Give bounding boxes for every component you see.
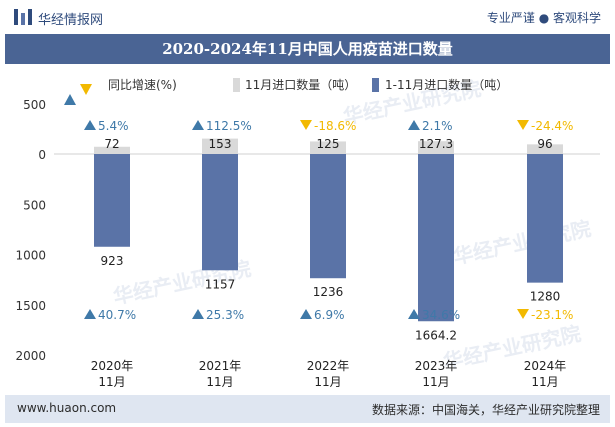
ytd-value-label: 1157 [205, 277, 236, 291]
bar-ytd-0 [94, 154, 130, 247]
chart-title: 2020-2024年11月中国人用疫苗进口数量 [162, 40, 453, 58]
legend-growth-up-icon [64, 94, 76, 105]
legend-growth-label: 同比增速(%) [108, 78, 177, 92]
bar-nov-1 [202, 138, 238, 154]
ytd-growth-label: 25.3% [206, 308, 244, 322]
nov-value-label: 127.3 [419, 137, 453, 151]
category-label-line1: 2021年 [199, 359, 242, 373]
top-bar: 华经情报网 专业严谨 ● 客观科学 [0, 0, 615, 34]
category-label-line1: 2020年 [91, 359, 134, 373]
bar-nov-3 [418, 141, 454, 154]
nov-value-label: 72 [104, 137, 119, 151]
legend-nov-swatch [233, 78, 240, 92]
watermark-text: 华经产业研究院 [451, 216, 593, 269]
nov-value-label: 96 [537, 137, 552, 151]
nov-growth-label: 112.5% [206, 119, 252, 133]
slogan: 专业严谨 ● 客观科学 [486, 11, 601, 25]
ytd-value-label: 1236 [313, 285, 344, 299]
footer-source: 数据来源：中国海关，华经产业研究院整理 [371, 403, 600, 417]
nov-growth-label: -18.6% [314, 119, 356, 133]
ytd-value-label: 1664.2 [415, 328, 457, 342]
category-label-line2: 11月 [422, 375, 449, 389]
ytd-value-label: 923 [101, 254, 124, 268]
x-axis-labels: 2020年 11月 2021年 11月 2022年 11月 2023年 11月 2024年 11月 [91, 359, 567, 389]
bar-ytd-1 [202, 154, 238, 271]
ytd-growth-label: 6.9% [314, 308, 345, 322]
bar-ytd-2 [310, 154, 346, 279]
data-labels: 72 923 5.4% 40.7% 153 1157 112.5% 25.3% 125 1236 -… [84, 119, 573, 342]
ytd-growth-marker-icon [408, 309, 420, 319]
ytd-growth-marker-icon [192, 309, 204, 319]
ytd-growth-label: 34.6% [422, 308, 460, 322]
category-label-line1: 2024年 [524, 359, 567, 373]
ytd-growth-label: 40.7% [98, 308, 136, 322]
ytd-growth-marker-icon [300, 309, 312, 319]
legend: 同比增速(%) 11月进口数量（吨） 1-11月进口数量（吨） [64, 77, 508, 105]
y-tick-label: 500 [23, 98, 46, 112]
footer: www.huaon.com 数据来源：中国海关，华经产业研究院整理 [5, 395, 610, 423]
y-tick-label: 1500 [15, 299, 46, 313]
category-label-line1: 2023年 [415, 359, 458, 373]
logo-icon [14, 9, 32, 25]
nov-growth-label: -24.4% [531, 119, 573, 133]
ytd-growth-label: -23.1% [531, 308, 573, 322]
bar-ytd-4 [527, 154, 563, 283]
nov-growth-marker-icon [408, 120, 420, 130]
bar-nov-2 [310, 141, 346, 154]
bars [94, 138, 563, 322]
category-label-line1: 2022年 [307, 359, 350, 373]
y-tick-label: 0 [38, 148, 46, 162]
bar-ytd-3 [418, 154, 454, 322]
nov-value-label: 153 [209, 137, 232, 151]
nov-growth-label: 2.1% [422, 119, 453, 133]
category-label-line2: 11月 [531, 375, 558, 389]
ytd-growth-marker-icon [84, 309, 96, 319]
nov-growth-marker-icon [300, 120, 312, 130]
nov-growth-marker-icon [84, 120, 96, 130]
category-label-line2: 11月 [314, 375, 341, 389]
nov-growth-label: 5.4% [98, 119, 129, 133]
footer-url: www.huaon.com [17, 401, 117, 415]
category-label-line2: 11月 [206, 375, 233, 389]
legend-ytd-swatch [372, 78, 379, 92]
title-bar: 2020-2024年11月中国人用疫苗进口数量 [5, 34, 610, 64]
legend-growth-down-icon [80, 84, 92, 95]
category-label-line2: 11月 [98, 375, 125, 389]
bar-nov-4 [527, 144, 563, 154]
legend-nov-label: 11月进口数量（吨） [245, 77, 356, 92]
y-tick-label: 1000 [15, 249, 46, 263]
nov-growth-marker-icon [192, 120, 204, 130]
y-tick-label: 2000 [15, 349, 46, 363]
nov-growth-marker-icon [517, 120, 529, 130]
legend-ytd-label: 1-11月进口数量（吨） [385, 77, 508, 92]
ytd-value-label: 1280 [530, 290, 561, 304]
site-name: 华经情报网 [38, 13, 104, 28]
nov-value-label: 125 [317, 137, 340, 151]
y-tick-label: 500 [23, 198, 46, 212]
bar-nov-0 [94, 146, 130, 154]
ytd-growth-marker-icon [517, 309, 529, 319]
